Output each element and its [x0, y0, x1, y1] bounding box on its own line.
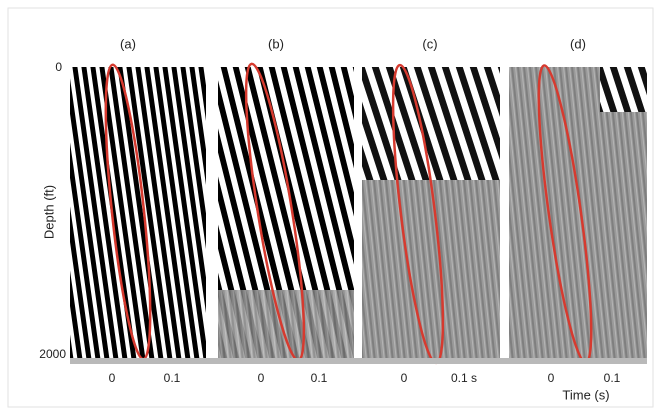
y-tick-label: 2000: [39, 347, 66, 361]
panel-a: [70, 63, 206, 361]
seismic-image: [600, 67, 647, 112]
x-tick-label: 0: [548, 371, 555, 385]
seismic-image: [218, 290, 354, 358]
panel-b: [218, 62, 354, 362]
y-tick-label: 0: [55, 60, 62, 74]
seismic-image: [509, 67, 647, 358]
x-tick-label: 0.1 s: [451, 371, 477, 385]
x-tick-label: 0.1: [311, 371, 328, 385]
y-axis-label: Depth (ft): [41, 185, 56, 239]
panel-label: (b): [268, 36, 284, 51]
x-tick-label: 0: [401, 371, 408, 385]
panel-d: [509, 64, 647, 364]
panel-label: (a): [120, 36, 136, 51]
panel-label: (c): [422, 36, 437, 51]
seismic-image: [362, 67, 500, 180]
panel-label: (d): [570, 36, 586, 51]
x-tick-label: 0.1: [604, 371, 621, 385]
axis-bar: [70, 358, 647, 364]
seismic-image: [70, 67, 206, 358]
panel-c: [362, 63, 500, 365]
x-tick-label: 0.1: [164, 371, 181, 385]
x-tick-label: 0: [258, 371, 265, 385]
seismic-image: [362, 180, 500, 358]
x-axis-label: Time (s): [562, 387, 609, 402]
x-tick-label: 0: [109, 371, 116, 385]
